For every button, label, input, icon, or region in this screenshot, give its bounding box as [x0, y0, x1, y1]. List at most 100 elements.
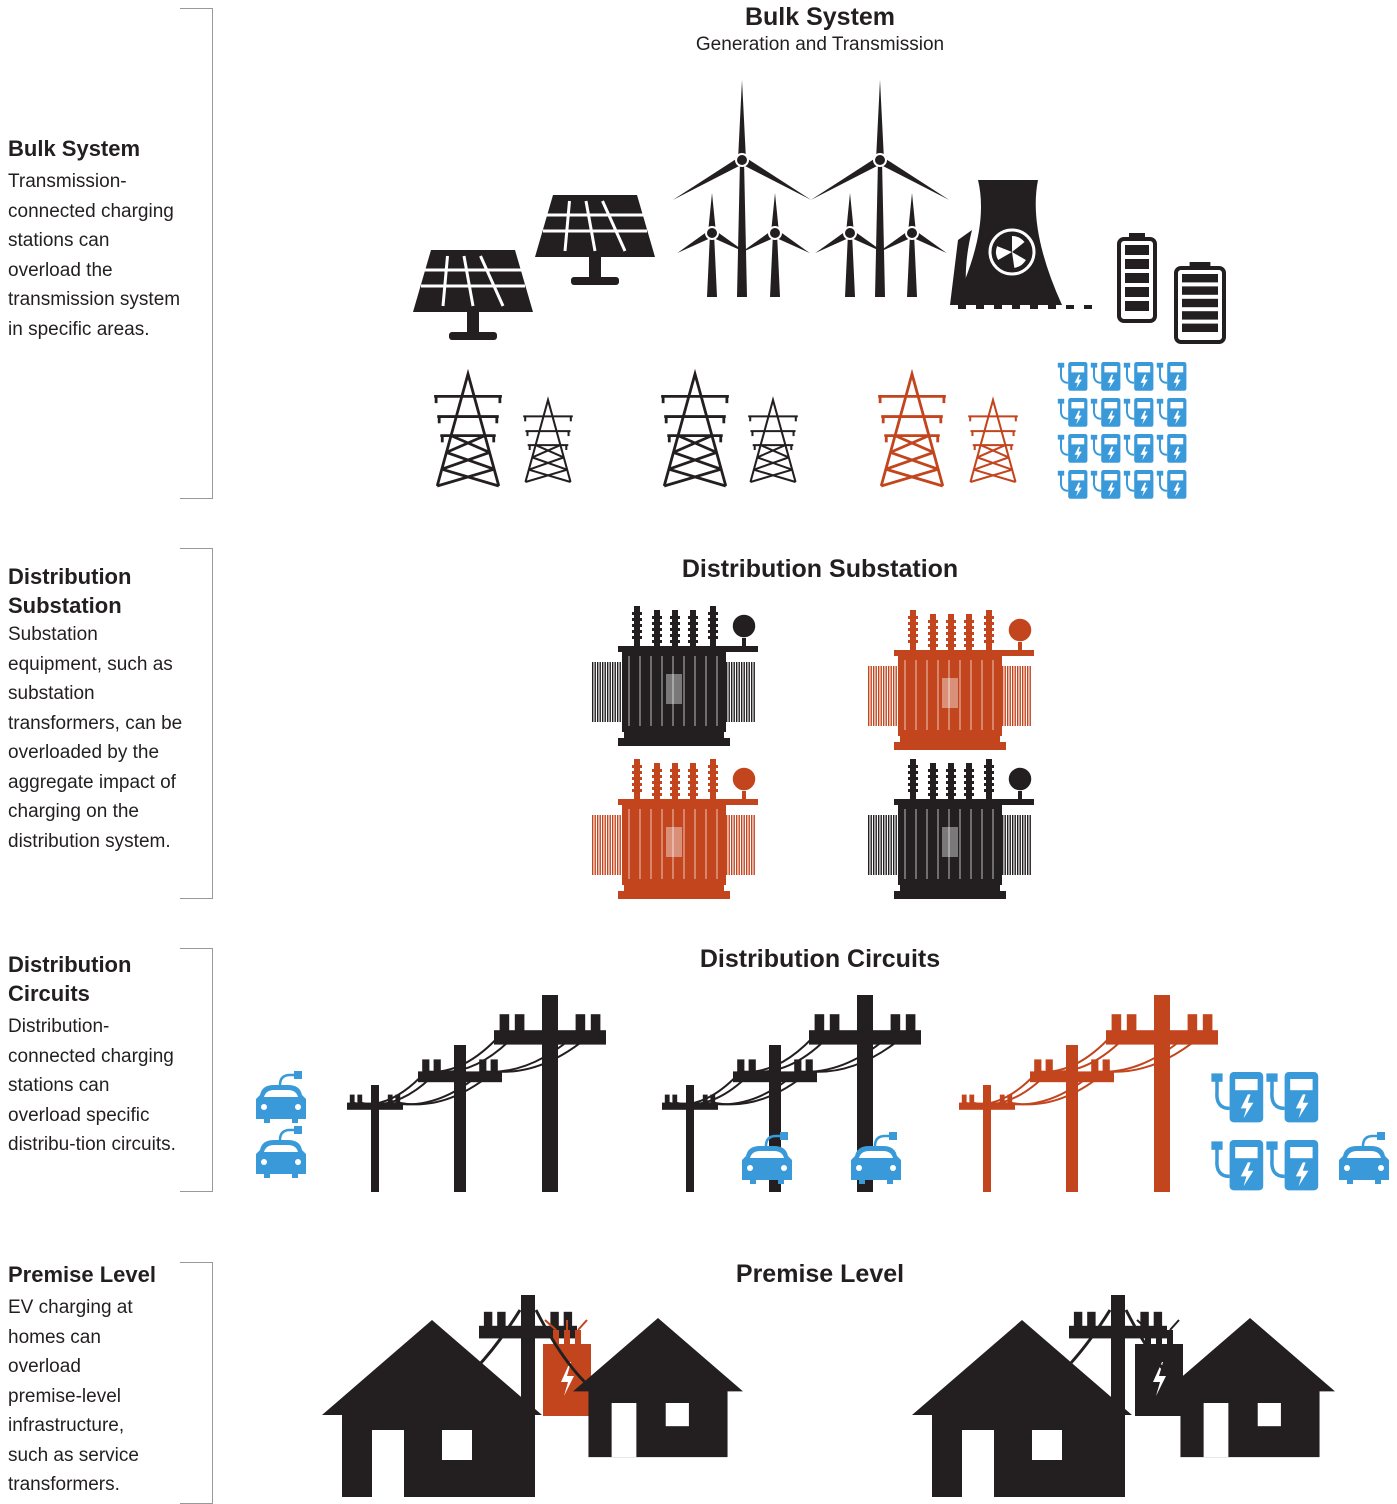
house-body — [1165, 1318, 1335, 1457]
tower-brace — [536, 445, 564, 457]
fin — [607, 662, 608, 722]
fin — [610, 815, 611, 875]
fin — [1022, 815, 1023, 875]
charging-station — [1091, 470, 1121, 499]
base-plate — [894, 742, 1006, 750]
transmission-tower — [878, 374, 946, 486]
turbine-tower — [737, 160, 747, 297]
charger-screen — [1235, 1147, 1257, 1158]
charger-hose — [1061, 439, 1068, 455]
bushing-shed — [670, 769, 680, 772]
bushing — [1167, 1330, 1173, 1344]
fin — [896, 815, 897, 875]
wind-turbine — [815, 193, 884, 297]
bushing-shed — [708, 612, 718, 615]
tank-rib — [716, 656, 718, 726]
wind-turbine — [673, 80, 812, 297]
fin — [886, 815, 887, 875]
battery-cell — [1125, 245, 1149, 255]
charging-station — [1091, 434, 1121, 463]
electric-car — [256, 1071, 306, 1123]
tank-rib — [959, 809, 961, 879]
fin — [883, 815, 884, 875]
bushing-shed — [670, 616, 680, 619]
base-tooth — [994, 305, 1002, 309]
section-title: Premise Level — [8, 1260, 183, 1289]
bushing-shed — [928, 769, 938, 772]
tank-rib — [628, 656, 630, 726]
bushing-shed — [670, 787, 680, 790]
house — [573, 1318, 743, 1457]
bushing-shed — [652, 769, 662, 772]
electric-car — [1339, 1132, 1389, 1184]
fin — [1025, 666, 1026, 726]
tank-rib — [959, 660, 961, 730]
fin — [1005, 815, 1006, 875]
charger-hose — [1217, 1080, 1230, 1108]
turbine-hub — [736, 154, 748, 166]
battery-cell — [1182, 311, 1218, 319]
charger-hose — [1160, 439, 1167, 455]
bushing-shed — [688, 622, 698, 625]
fin — [597, 815, 598, 875]
fin — [883, 666, 884, 726]
fin — [602, 662, 603, 722]
wind-turbine — [677, 193, 746, 297]
tank-lid — [618, 646, 758, 652]
charger-screen — [1104, 366, 1117, 372]
tank-rib — [937, 660, 939, 730]
bushing-shed — [708, 630, 718, 633]
bushing — [564, 1330, 570, 1344]
conservator — [1008, 618, 1032, 642]
insulator — [830, 1014, 840, 1032]
fin — [734, 662, 735, 722]
charge-plug — [889, 1132, 897, 1140]
charger-screen — [1170, 402, 1183, 408]
charging-station — [1124, 434, 1154, 463]
charger-screen — [1137, 366, 1150, 372]
tank-rib — [926, 809, 928, 879]
fin — [876, 666, 877, 726]
bushing-shed — [928, 620, 938, 623]
charging-station — [1124, 362, 1154, 391]
tank-rib — [705, 809, 707, 879]
charger-plug — [1091, 363, 1097, 368]
fin — [605, 662, 606, 722]
heading-subtitle: Generation and Transmission — [520, 32, 1120, 58]
house — [322, 1320, 542, 1497]
battery — [1119, 233, 1155, 321]
conservator — [1008, 767, 1032, 791]
tower-brace — [890, 452, 938, 469]
bushing-shed — [984, 628, 994, 631]
fin — [868, 666, 869, 726]
charger-screen — [1170, 474, 1183, 480]
house — [912, 1320, 1132, 1497]
charger-plug — [1211, 1141, 1222, 1149]
tank-lid — [894, 799, 1034, 805]
charger-plug — [1266, 1073, 1277, 1081]
fin — [617, 662, 618, 722]
charging-station — [1211, 1072, 1263, 1122]
headlight — [261, 1159, 267, 1165]
bushing-shed — [928, 644, 938, 647]
bushing-shed — [946, 781, 956, 784]
battery-cell — [1125, 287, 1149, 297]
headlight — [295, 1104, 301, 1110]
bushing-shed — [632, 630, 642, 633]
charger-hose — [1160, 367, 1167, 383]
charge-plug — [294, 1071, 302, 1079]
charger-hose — [1160, 403, 1167, 419]
door — [1204, 1403, 1229, 1457]
tank-lid — [894, 650, 1034, 656]
fin — [1030, 815, 1031, 875]
pole-shaft — [983, 1085, 991, 1192]
tank-rib — [926, 660, 928, 730]
tank-rib — [915, 660, 917, 730]
fin — [871, 815, 872, 875]
insulator — [591, 1014, 601, 1032]
fin — [1002, 815, 1003, 875]
tower-brace — [757, 457, 792, 469]
insulator — [500, 1014, 510, 1032]
bushing-shed — [632, 636, 642, 639]
charge-cable — [280, 1130, 296, 1140]
